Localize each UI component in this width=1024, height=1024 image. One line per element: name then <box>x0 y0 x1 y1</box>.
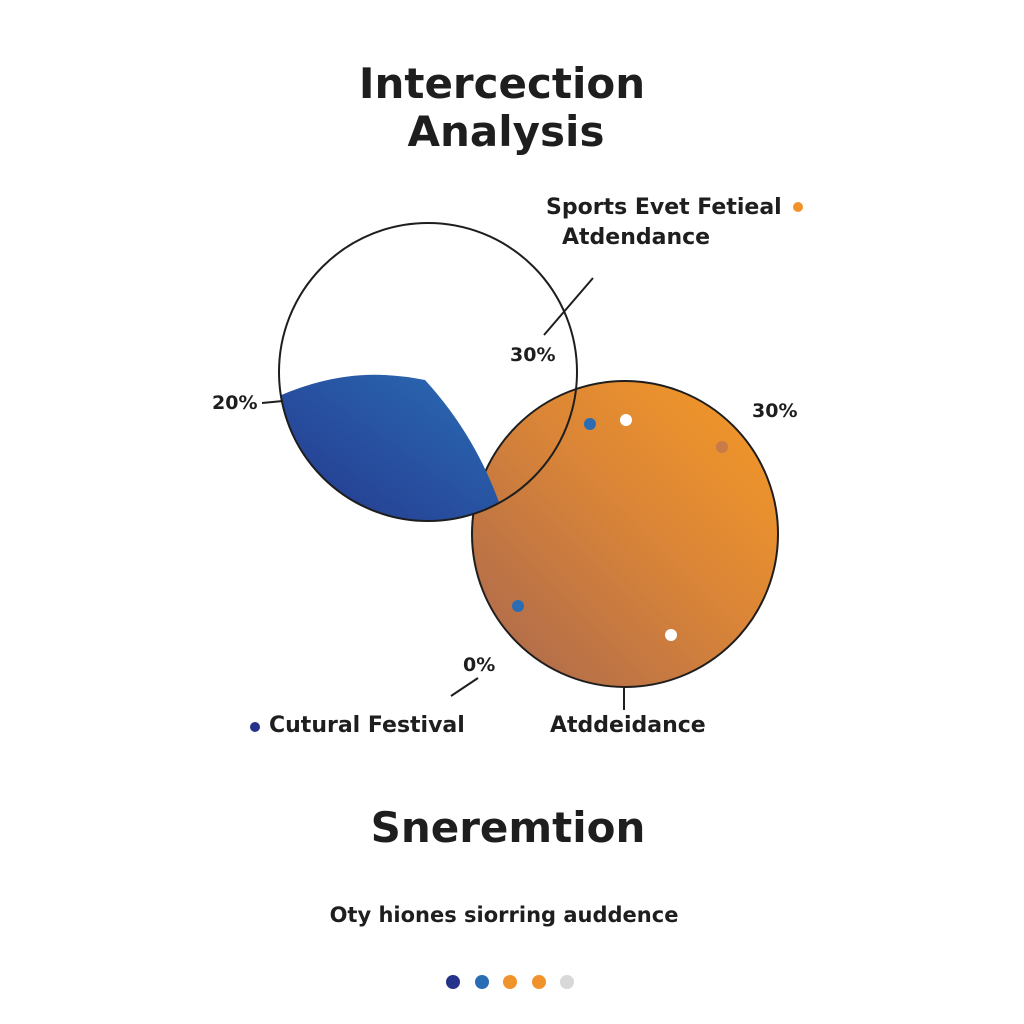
title-line-2: Analysis <box>408 107 605 156</box>
legend-sports-line-2: Atdendance <box>562 225 710 250</box>
subtitle: Oty hiones siorring auddence <box>330 903 679 927</box>
pagination-dot[interactable] <box>475 975 489 989</box>
data-point <box>620 414 632 426</box>
title-line-1: Intercection <box>359 59 645 108</box>
leader-line-left <box>261 400 284 404</box>
sports-attendance-circle <box>471 380 779 688</box>
pagination-dot[interactable] <box>446 975 460 989</box>
bottom-percentage: 0% <box>463 654 495 676</box>
pagination-dot[interactable] <box>532 975 546 989</box>
legend-sports-line-1: Sports Evet Fetieal <box>546 195 782 220</box>
section-title: Sneremtion <box>371 803 646 852</box>
data-point <box>716 441 728 453</box>
right-percentage: 30% <box>752 400 797 422</box>
legend-cultural-label: Cutural Festival <box>269 713 465 738</box>
pagination-dot[interactable] <box>560 975 574 989</box>
pagination-dot[interactable] <box>503 975 517 989</box>
overlap-percentage: 30% <box>510 344 555 366</box>
pagination-dots <box>446 975 574 989</box>
leader-line-top <box>543 277 594 336</box>
data-point <box>584 418 596 430</box>
leader-line-bottom <box>450 677 479 697</box>
cultural-festival-circle <box>278 222 578 522</box>
data-point <box>665 629 677 641</box>
legend-attendance-label: Atddeidance <box>550 713 706 738</box>
data-point <box>512 600 524 612</box>
legend-cultural-dot <box>250 722 260 732</box>
legend-sports-dot <box>793 202 803 212</box>
left-percentage: 20% <box>212 392 257 414</box>
